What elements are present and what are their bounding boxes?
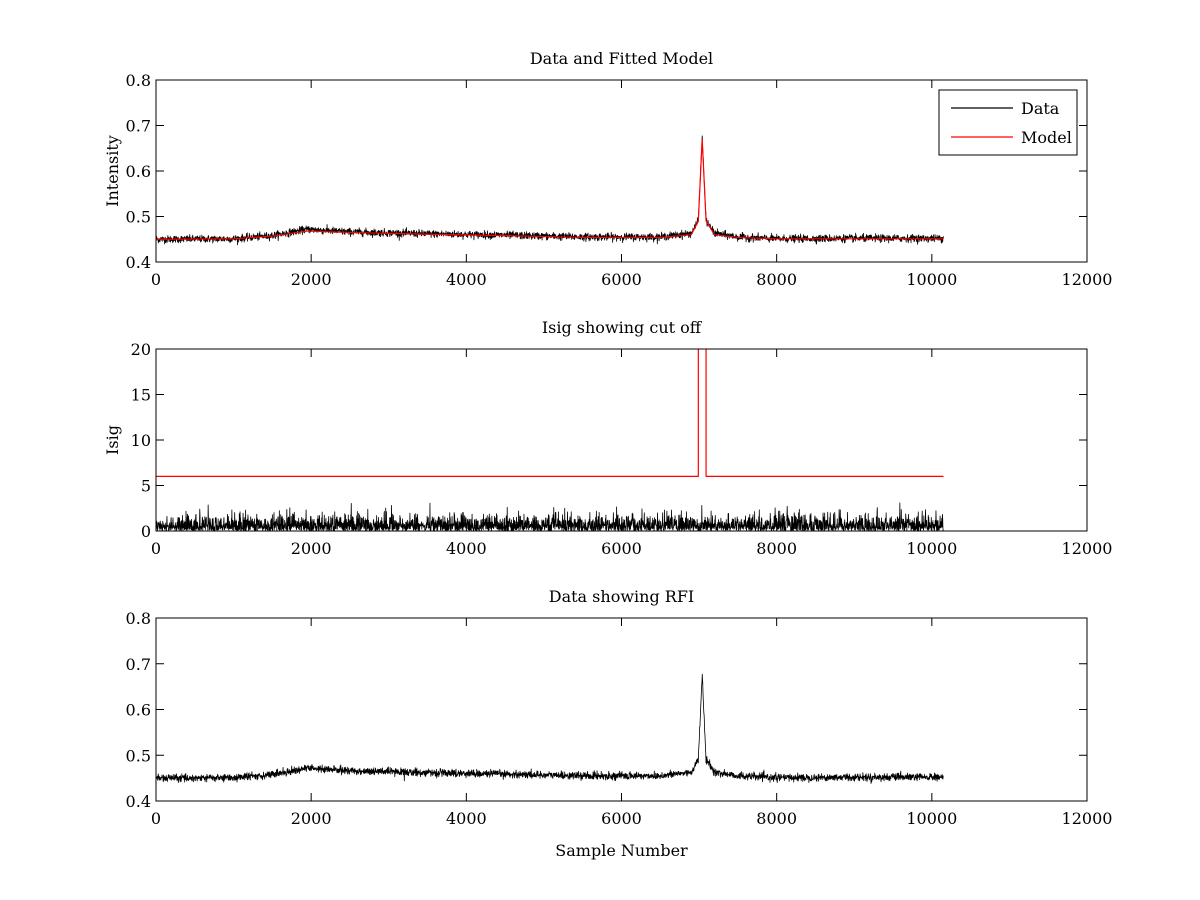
y-axis-label: Isig <box>103 425 122 455</box>
series-line-isig <box>156 502 944 531</box>
x-tick-label: 10000 <box>906 270 957 289</box>
x-tick-label: 6000 <box>601 539 642 558</box>
x-tick-label: 2000 <box>291 809 332 828</box>
x-tick-label: 6000 <box>601 809 642 828</box>
x-tick-label: 12000 <box>1062 809 1113 828</box>
legend: Data Model <box>938 89 1078 156</box>
x-axis-label: Sample Number <box>555 841 688 860</box>
subplot-1: 0 2000 4000 6000 8000 10000 12000 0.4 0.5 0.6 0.7 0… <box>103 49 1112 289</box>
x-tick-label: 10000 <box>906 809 957 828</box>
x-tick-label: 12000 <box>1062 539 1113 558</box>
y-tick-label: 10 <box>131 431 151 450</box>
y-tick-label: 15 <box>131 386 151 405</box>
y-tick-label: 0.5 <box>126 208 151 227</box>
x-tick-label: 4000 <box>446 270 487 289</box>
subplot-title: Data and Fitted Model <box>530 49 713 68</box>
y-tick-label: 0.8 <box>126 71 151 90</box>
subplot-3: 0 2000 4000 6000 8000 10000 12000 0.4 0.5 0.6 0.7 0… <box>126 587 1113 860</box>
x-tick-label: 0 <box>151 270 161 289</box>
y-tick-label: 20 <box>131 340 151 359</box>
x-tick-label: 2000 <box>291 539 332 558</box>
y-tick-label: 0.5 <box>126 746 151 765</box>
plot-area <box>156 673 944 784</box>
series-line-data <box>156 135 944 246</box>
plot-area <box>156 349 944 531</box>
x-tick-label: 6000 <box>601 270 642 289</box>
x-tick-label: 4000 <box>446 539 487 558</box>
plot-area <box>156 135 944 246</box>
series-line-data <box>156 673 944 784</box>
y-tick-label: 0.7 <box>126 655 151 674</box>
x-tick-label: 2000 <box>291 270 332 289</box>
y-tick-label: 0.6 <box>126 701 151 720</box>
x-tick-label: 8000 <box>756 539 797 558</box>
subplot-2: 0 2000 4000 6000 8000 10000 12000 0 5 10 15 20 Isig … <box>103 318 1112 558</box>
y-tick-label: 0.8 <box>126 609 151 628</box>
x-tick-label: 4000 <box>446 809 487 828</box>
series-line-cut-off <box>156 349 944 477</box>
y-tick-label: 5 <box>141 477 151 496</box>
x-tick-label: 8000 <box>756 809 797 828</box>
subplot-title: Data showing RFI <box>549 587 694 606</box>
x-tick-label: 8000 <box>756 270 797 289</box>
x-tick-label: 12000 <box>1062 270 1113 289</box>
x-tick-label: 0 <box>151 539 161 558</box>
legend-box <box>938 89 1078 156</box>
y-tick-label: 0.4 <box>126 253 151 272</box>
y-tick-label: 0.4 <box>126 792 151 811</box>
y-tick-label: 0.6 <box>126 162 151 181</box>
subplot-title: Isig showing cut off <box>542 318 703 337</box>
y-tick-label: 0.7 <box>126 117 151 136</box>
legend-label-model: Model <box>1021 128 1072 147</box>
y-tick-label: 0 <box>141 522 151 541</box>
x-tick-label: 10000 <box>906 539 957 558</box>
y-axis-label: Intensity <box>103 135 122 207</box>
x-tick-label: 0 <box>151 809 161 828</box>
series-line-model <box>156 138 944 240</box>
legend-label-data: Data <box>1021 99 1060 118</box>
axes-frame <box>155 348 1088 532</box>
